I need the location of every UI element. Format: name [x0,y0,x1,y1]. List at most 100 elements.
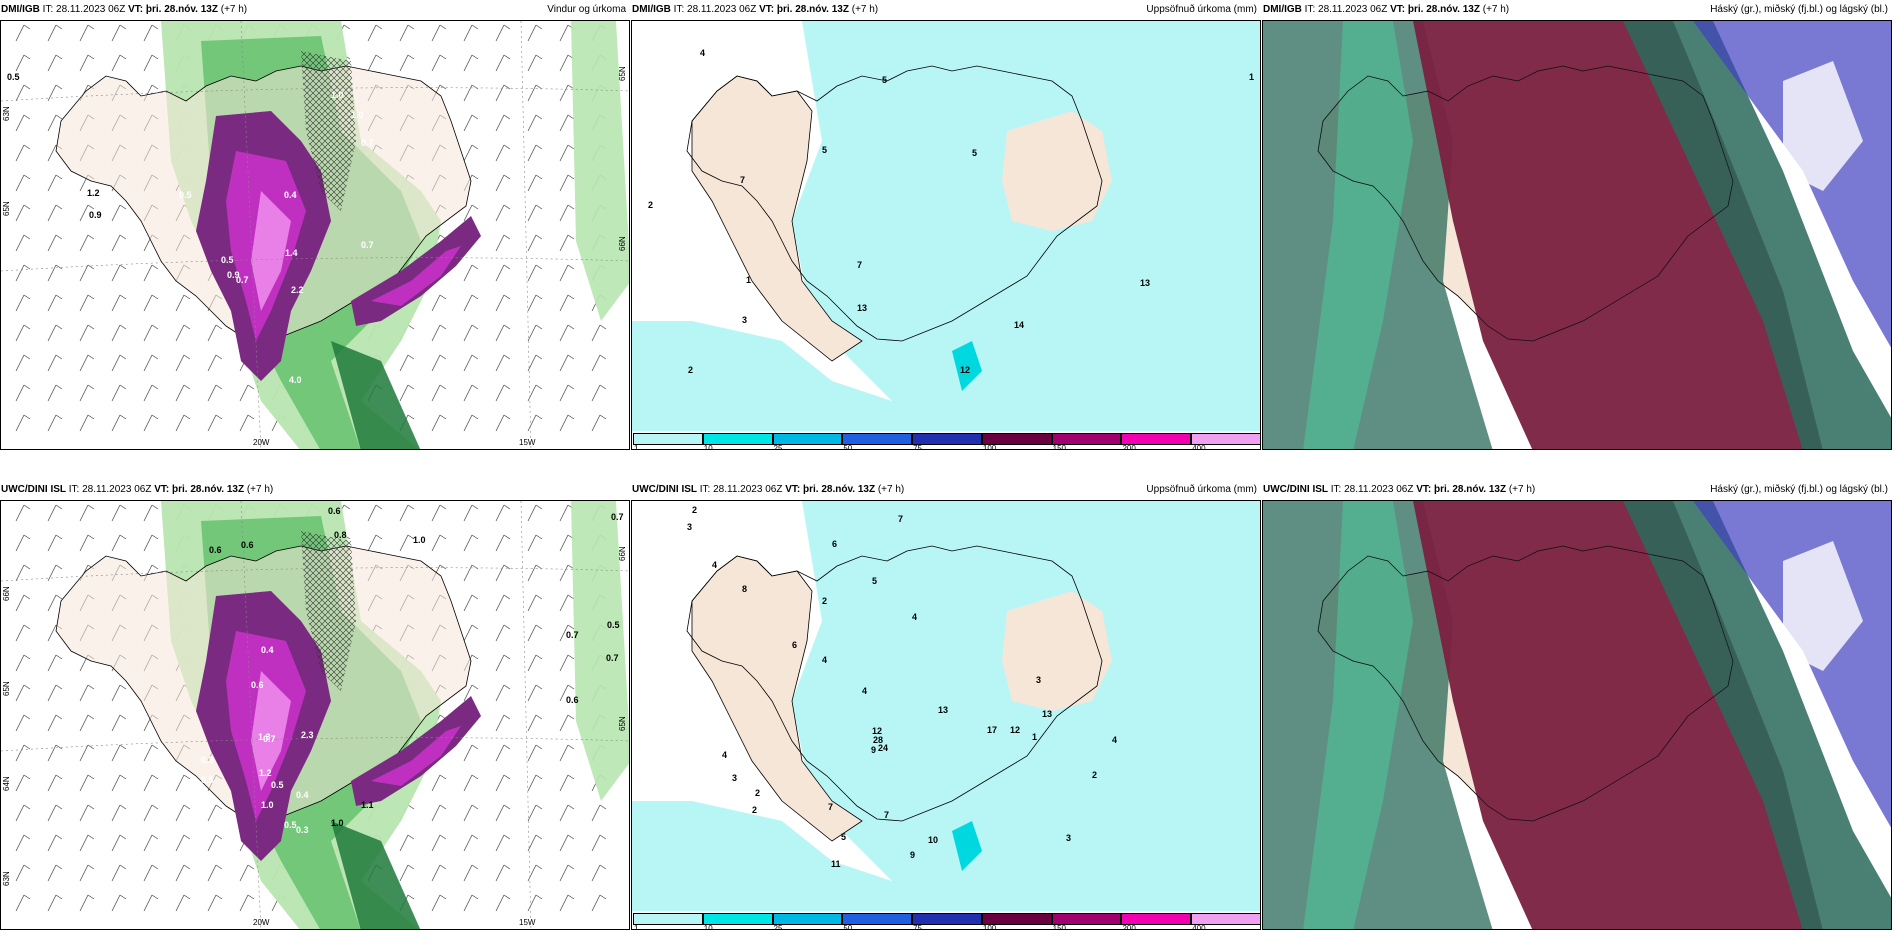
map-value-label: 1.1 [361,800,374,810]
map-value-label: 1.0 [331,90,344,100]
precip-colorbar: 1 10 25 50 75 100 150 200 400 [632,433,1260,450]
colorbar-tick-label: 100 [982,924,997,930]
colorbar-swatch [633,433,703,445]
cloud-cover [1263,21,1891,449]
map-value-label: 6 [832,539,838,549]
map-area: 4 2 7 1 3 2 5 5 7 13 14 13 12 1 5 1 10 25 50 75 100 150 200 400 [631,20,1261,450]
map-area: 20W 15W 66N 65N 64N 63N 66N 65N 0.7 0.6 0.8 1.0 0.6 0… [0,500,630,930]
hatched-area [301,531,356,691]
colorbar-tick-label: 50 [843,924,853,930]
map-value-label: 4 [912,612,918,622]
map-value-label: 3 [687,522,693,532]
lead-time: (+7 h) [851,4,879,15]
map-value-label: 12 [872,726,883,736]
axis-label: 65N [2,681,11,696]
panel-title: Háský (gr.), miðský (fj.bl.) og lágský (… [1710,484,1888,495]
colorbar-tick-label: 10 [703,444,713,450]
map-value-label: 1 [746,275,752,285]
map-value-label: 1.0 [413,535,426,545]
valid-time: þri. 28.nóv. 13Z [1434,484,1507,495]
axis-label: 66N [2,586,11,601]
map-value-label: 0.5 [271,780,284,790]
colorbar-tick-label: 200 [1122,444,1136,450]
colorbar-swatch [842,913,913,925]
lead-time: (+7 h) [246,484,274,495]
cloud-cover [1263,501,1891,929]
map-value-label: 0.5 [201,775,214,785]
map-value-label: 2 [755,788,761,798]
map-value-label: 2 [752,805,758,815]
map-value-label: 2 [822,596,828,606]
precip-moderate-area [952,821,982,871]
colorbar-swatch [1051,433,1122,445]
map-value-label: 0.6 [251,680,264,690]
map-canvas [1,21,629,449]
colorbar-swatch [912,913,982,925]
map-value-label: 7 [898,514,904,524]
map-value-label: 13 [857,303,868,313]
model-name: DMI/IGB [1263,4,1302,15]
colorbar-tick-label: 150 [1052,924,1067,930]
map-value-label: 7 [828,802,834,812]
map-value-label: 2 [688,365,694,375]
map-value-label: 13 [1140,278,1151,288]
colorbar-swatch [1121,433,1192,445]
panel-header: DMI/IGB IT: 28.11.2023 06Z VT: þri. 28.n… [631,0,1261,20]
precip-light-area [632,21,1260,431]
panel-dmi-precip: DMI/IGB IT: 28.11.2023 06Z VT: þri. 28.n… [631,0,1261,450]
map-area: 20W 15W 63N 65N 65N 66N 0.5 0.9 1.2 0.5 0.4 1.4 2.2 0… [0,20,630,450]
colorbar-swatch [1051,913,1122,925]
map-canvas [632,501,1260,929]
map-value-label: 2 [648,200,654,210]
panel-dmi-wind: DMI/IGB IT: 28.11.2023 06Z VT: þri. 28.n… [0,0,630,450]
colorbar-tick-label: 150 [1052,444,1067,450]
map-value-label: 0.7 [606,653,619,663]
colorbar-tick-label: 50 [843,444,853,450]
map-value-label: 5 [841,832,847,842]
map-value-label: 6 [792,640,798,650]
map-value-label: 0.9 [89,210,102,220]
lead-time: (+7 h) [220,4,248,15]
axis-label: 20W [253,438,270,447]
init-time: IT: 28.11.2023 06Z [68,484,152,495]
lead-time: (+7 h) [877,484,905,495]
model-name: DMI/IGB [632,4,671,15]
colorbar-swatch [772,433,843,445]
panel-title: Háský (gr.), miðský (fj.bl.) og lágský (… [1710,4,1888,15]
map-value-label: 0.7 [611,512,624,522]
map-value-label: 3.1 [471,280,484,290]
map-value-label: 9 [910,850,916,860]
map-value-label: 0.9 [227,270,240,280]
valid-time: þri. 28.nóv. 13Z [803,484,876,495]
map-value-label: 7 [884,810,890,820]
valid-time: þri. 28.nóv. 13Z [776,4,849,15]
panel-uwc-cloud: UWC/DINI ISL IT: 28.11.2023 06Z VT: þri.… [1262,480,1892,930]
colorbar-swatch [1191,913,1260,925]
colorbar-tick-label: 10 [703,924,713,930]
map-value-label: 17 [987,725,998,735]
lead-time: (+7 h) [1482,4,1510,15]
colorbar-swatch [702,913,773,925]
map-value-label: 7 [740,175,746,185]
map-value-label: 12 [960,365,971,375]
map-value-label: 7 [857,260,863,270]
colorbar-tick-label: 400 [1192,924,1206,930]
map-canvas [1263,21,1891,449]
map-value-label: 0.4 [296,790,309,800]
map-value-label: 4 [722,750,728,760]
valid-label: VT: [759,4,775,15]
map-value-label: 5 [872,576,878,586]
map-value-label: 3 [742,315,748,325]
map-value-label: 10 [928,835,939,845]
map-value-label: 11 [831,859,841,869]
map-value-label: 4 [712,560,718,570]
colorbar-swatch [1121,913,1192,925]
lat-lon-grid [1,501,629,929]
init-time: IT: 28.11.2023 06Z [673,4,757,15]
precip-moderate-area [952,341,982,391]
map-value-label: 1.0 [331,818,344,828]
map-value-label: 13 [938,705,949,715]
map-value-label: 0.3 [296,825,309,835]
valid-time: þri. 28.nóv. 13Z [1407,4,1480,15]
map-value-label: 1.2 [87,188,100,198]
